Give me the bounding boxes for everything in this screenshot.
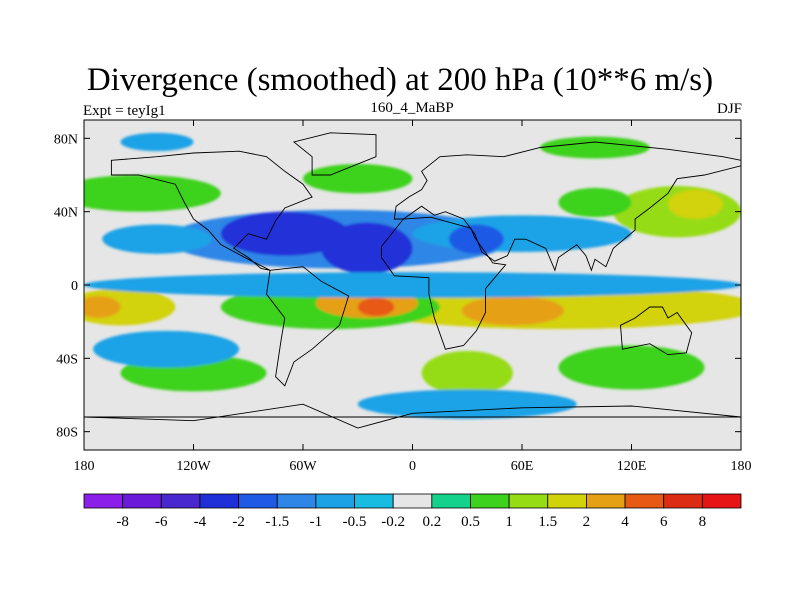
field-region-central-america-convergence: [220, 211, 349, 256]
outline-eurasia: [393, 141, 741, 272]
field-region-indian-ocean-core: [461, 296, 564, 326]
colorbar-label: 2: [583, 514, 591, 530]
y-tick-label: 0: [71, 279, 78, 294]
x-tick-label: 0: [409, 459, 416, 474]
colorbar: -8 -6 -4 -2 -1.5 -1 -0.5 -0.2 0.2 0.5 1 1.5 2 4 6 8: [83, 493, 742, 530]
field-region-southern-indian-mid: [558, 345, 705, 390]
chart-title: Divergence (smoothed) at 200 hPa (10**6 …: [86, 62, 714, 98]
colorbar-label: -0.2: [381, 514, 405, 530]
colorbar-swatch: [315, 493, 355, 509]
x-tick-label: 120W: [176, 459, 211, 474]
outline-antarctica: [84, 403, 741, 429]
colorbar-swatch: [624, 493, 665, 509]
colorbar-swatch: [160, 493, 201, 509]
continent-outlines: [84, 132, 741, 429]
colorbar-label: 1.5: [538, 514, 557, 530]
colorbar-swatch: [701, 493, 742, 509]
plot-area: [84, 120, 741, 450]
field-region-west-pacific-core: [84, 296, 121, 318]
season-label: DJF: [716, 101, 742, 117]
x-tick-label: 180: [74, 459, 95, 474]
colorbar-swatch: [238, 493, 278, 509]
outline-greenland: [292, 132, 377, 176]
colorbar-label: 0.5: [461, 514, 480, 530]
colorbar-swatch: [470, 493, 510, 509]
outline-australia: [620, 306, 693, 356]
period-label: 160_4_MaBP: [370, 100, 454, 116]
y-tick-label: 40S: [56, 352, 78, 367]
field-region-south-atlantic-core: [357, 297, 395, 317]
colorbar-label: 0.2: [422, 514, 441, 530]
colorbar-swatch: [547, 493, 587, 509]
field-region-tropical-belt-west: [84, 288, 176, 326]
field-region-north-pacific-band: [84, 175, 221, 212]
field-region-arctic-north: [120, 132, 194, 152]
colorbar-label: 4: [621, 514, 629, 530]
colorbar-label: 8: [699, 514, 707, 530]
colorbar-label: 1: [505, 514, 513, 530]
colorbar-label: -6: [155, 514, 168, 530]
field-region-east-asia-north-core: [668, 189, 723, 219]
colorbar-label: -0.5: [343, 514, 367, 530]
colorbar-swatch: [122, 493, 162, 509]
field-region-north-siberia: [540, 136, 650, 159]
experiment-label: Expt = teyIg1: [83, 103, 166, 119]
y-tick-label: 80S: [56, 426, 78, 441]
colorbar-label: -1.5: [265, 514, 289, 530]
outline-africa: [381, 216, 507, 350]
field-region-east-pacific-convergence: [102, 224, 212, 254]
colorbar-swatch: [83, 493, 124, 509]
field-region-southern-ocean-conv: [357, 389, 577, 419]
x-tick-label: 120E: [617, 459, 647, 474]
field-region-equatorial-convergence: [84, 272, 741, 298]
colorbar-swatch: [508, 493, 549, 509]
field-region-west-pacific-mid: [558, 187, 632, 218]
colorbar-swatch: [431, 493, 471, 509]
y-tick-label: 80N: [54, 132, 78, 147]
colorbar-swatch: [663, 493, 703, 509]
field-region-south-pacific-conv: [93, 330, 240, 368]
colorbar-label: -1: [310, 514, 323, 530]
colorbar-label: 6: [660, 514, 668, 530]
field-region-south-atlantic-mid: [421, 351, 513, 395]
y-tick-label: 40N: [54, 206, 78, 221]
x-tick-label: 180: [731, 459, 752, 474]
field-region-north-atlantic-band: [303, 164, 413, 194]
colorbar-label: -2: [232, 514, 245, 530]
colorbar-swatch: [276, 493, 317, 509]
axes: 180 120W 60W 0 60E 120E 180 80N 40N 0 40S 80S: [54, 120, 752, 474]
x-tick-label: 60W: [289, 459, 317, 474]
field-region-africa-convergence: [321, 222, 413, 274]
colorbar-swatch: [199, 493, 239, 509]
outline-north-america: [110, 150, 313, 271]
x-tick-label: 60E: [511, 459, 534, 474]
colorbar-swatch: [586, 493, 626, 509]
colorbar-swatch: [392, 493, 433, 509]
colorbar-label: -4: [194, 514, 207, 530]
outline-south-america: [266, 266, 350, 387]
colorbar-label: -8: [116, 514, 129, 530]
colorbar-swatch: [354, 493, 394, 509]
